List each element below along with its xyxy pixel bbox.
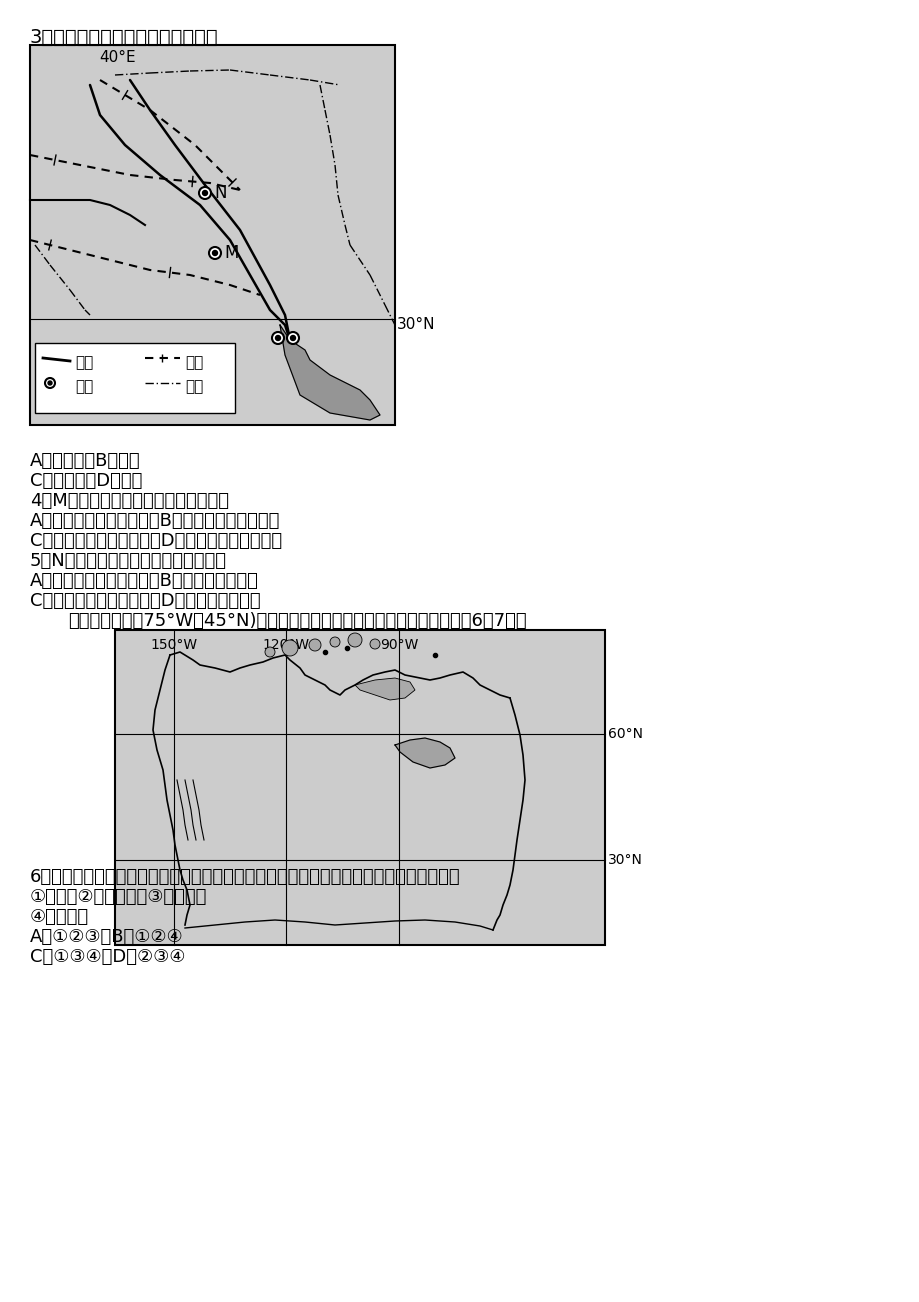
Circle shape (347, 633, 361, 647)
Text: 30°N: 30°N (397, 318, 435, 332)
Text: 城市: 城市 (75, 379, 93, 395)
Text: 90°W: 90°W (380, 638, 418, 652)
Text: 6．一条大河由西南向东北流经该地，进入解冻季节时，该河流容易出现的现象是（　　）: 6．一条大河由西南向东北流经该地，进入解冻季节时，该河流容易出现的现象是（ ） (30, 868, 460, 885)
Text: 北半球某地（约75°W，45°N)河流清澈，森林茂密，风景宜人。读图，回答6～7题。: 北半球某地（约75°W，45°N)河流清澈，森林茂密，风景宜人。读图，回答6～7… (68, 612, 526, 630)
Circle shape (287, 332, 299, 344)
Text: ④水位暴涨: ④水位暴涨 (30, 907, 89, 926)
Text: 4．M城所在国家的自然特点是（　　）: 4．M城所在国家的自然特点是（ ） (30, 492, 229, 510)
Text: M: M (223, 243, 238, 262)
Circle shape (265, 647, 275, 658)
Circle shape (330, 637, 340, 647)
Polygon shape (279, 326, 380, 421)
Text: 管道: 管道 (185, 355, 203, 370)
Bar (115, 630, 605, 945)
Polygon shape (355, 678, 414, 700)
Bar (30, 46, 394, 424)
Text: A．死海　　B．黑海: A．死海 B．黑海 (30, 452, 141, 470)
Text: 国界: 国界 (185, 379, 203, 395)
Text: A．临近海洋，降水丰沛　B．地势低平，植被茂盛: A．临近海洋，降水丰沛 B．地势低平，植被茂盛 (30, 512, 280, 530)
Circle shape (212, 250, 217, 255)
Circle shape (202, 190, 208, 195)
Circle shape (48, 381, 52, 385)
Text: 30°N: 30°N (607, 853, 642, 867)
Text: A．沿河、沿海的位置　　B．丰富的石油资源: A．沿河、沿海的位置 B．丰富的石油资源 (30, 572, 258, 590)
Circle shape (275, 336, 280, 341)
Text: 河流: 河流 (75, 355, 93, 370)
Text: N: N (214, 184, 226, 202)
Bar (35, 342, 234, 413)
Circle shape (282, 641, 298, 656)
Circle shape (45, 378, 55, 388)
Text: C．波斯湾　D．红海: C．波斯湾 D．红海 (30, 473, 142, 490)
Text: 40°E: 40°E (99, 49, 136, 65)
Polygon shape (394, 738, 455, 768)
Circle shape (290, 336, 295, 341)
Circle shape (199, 187, 210, 199)
Text: 60°N: 60°N (607, 727, 642, 741)
Circle shape (272, 332, 284, 344)
Circle shape (369, 639, 380, 648)
Text: ①凌汛　②水土流失　③河岸决堤: ①凌汛 ②水土流失 ③河岸决堤 (30, 888, 207, 906)
Text: C．便利的公路、铁路交通D．活跃的宗教活动: C．便利的公路、铁路交通D．活跃的宗教活动 (30, 592, 260, 611)
Text: A．①②③　B．①②④: A．①②③ B．①②④ (30, 928, 184, 947)
Circle shape (209, 247, 221, 259)
Text: 3．图中河流注入的水域是（　　）: 3．图中河流注入的水域是（ ） (30, 29, 219, 47)
Text: 150°W: 150°W (150, 638, 198, 652)
Text: C．冬温夏凉，四季如春　D．气候干燥，沙漠广布: C．冬温夏凉，四季如春 D．气候干燥，沙漠广布 (30, 533, 282, 549)
Text: 5．N城兴起的主导区位因素是（　　）: 5．N城兴起的主导区位因素是（ ） (30, 552, 227, 570)
Circle shape (309, 639, 321, 651)
Text: 120°W: 120°W (263, 638, 310, 652)
Text: C．①③④　D．②③④: C．①③④ D．②③④ (30, 948, 185, 966)
